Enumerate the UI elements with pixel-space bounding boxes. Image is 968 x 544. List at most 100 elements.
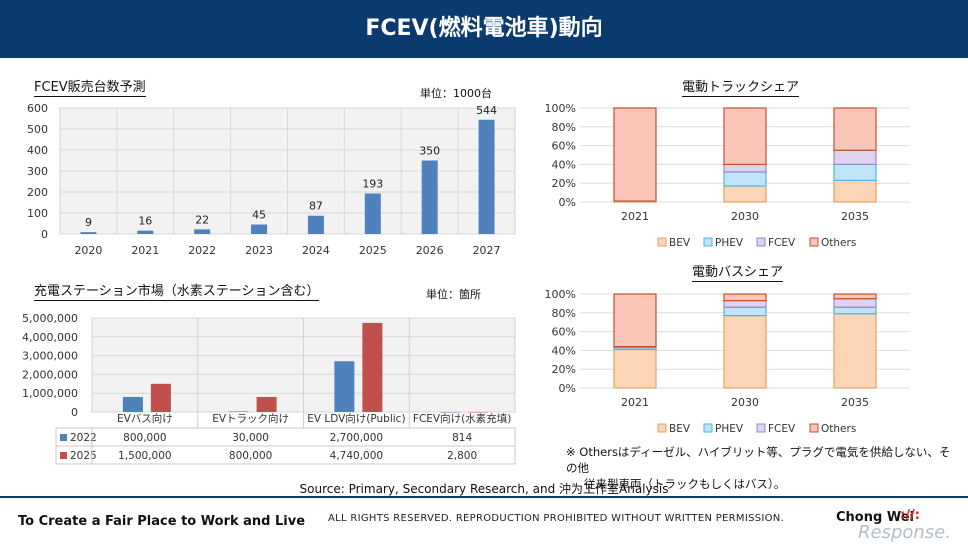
y-tick-label: 80% — [552, 121, 576, 134]
legend-swatch — [809, 423, 819, 433]
x-tick-label: 2022 — [188, 244, 216, 257]
stacked-segment — [723, 171, 767, 187]
x-tick-label: 2030 — [731, 396, 759, 409]
page-title: FCEV(燃料電池車)動向 — [365, 16, 603, 41]
x-tick-label: 2020 — [74, 244, 102, 257]
bar — [251, 224, 268, 234]
stacked-segment — [613, 107, 657, 202]
y-tick-label: 100 — [27, 207, 48, 220]
x-tick-label: 2035 — [841, 210, 869, 223]
source-note: Source: Primary, Secondary Research, and… — [299, 482, 669, 496]
x-category-label: EVバス向け — [117, 412, 173, 425]
data-label: 193 — [362, 177, 383, 190]
y-tick-label: 400 — [27, 144, 48, 157]
bar — [468, 411, 489, 413]
bar — [80, 232, 97, 234]
stacked-segment — [723, 315, 767, 389]
bus-share-chart: 0% 20% 40% 60% 80% 100% 2021 2030 2035 BEV PHEV FCE… — [545, 288, 910, 435]
x-tick-label: 2030 — [731, 210, 759, 223]
series-label: 2025 — [70, 450, 97, 462]
y-tick-label: 1,000,000 — [22, 387, 78, 400]
bar — [334, 361, 355, 412]
legend-swatch — [60, 452, 67, 459]
stacked-segment — [723, 306, 767, 317]
y-tick-label: 0% — [559, 382, 576, 395]
stacked-segment — [723, 299, 767, 308]
stacked-segment — [833, 107, 877, 151]
table-cell: 1,500,000 — [118, 450, 171, 462]
bar — [362, 322, 383, 412]
stacked-segment — [833, 149, 877, 165]
x-category-label: EVトラック向け — [212, 412, 289, 425]
bar — [421, 160, 438, 234]
y-tick-label: 2,000,000 — [22, 368, 78, 381]
data-label: 22 — [195, 213, 209, 226]
legend-label: BEV — [669, 423, 691, 435]
legend-swatch — [756, 423, 766, 433]
data-label: 9 — [85, 216, 92, 229]
truck-share-title: 電動トラックシェア — [682, 76, 800, 97]
stacked-segment — [723, 163, 767, 173]
table-cell: 800,000 — [123, 432, 166, 444]
legend-swatch — [657, 237, 667, 247]
stacked-segment — [833, 293, 877, 300]
brand-name: Chong Wei — [836, 510, 914, 525]
x-tick-label: 2035 — [841, 396, 869, 409]
y-tick-label: 20% — [552, 177, 576, 190]
bar — [256, 396, 277, 412]
stacked-segment — [723, 293, 767, 302]
legend-swatch — [703, 237, 713, 247]
y-tick-label: 4,000,000 — [22, 331, 78, 344]
bar — [137, 230, 154, 234]
footer-divider — [0, 496, 968, 498]
bus-share-title: 電動バスシェア — [692, 261, 784, 282]
bar — [478, 119, 495, 234]
y-tick-label: 100% — [545, 288, 576, 301]
stacked-segment — [723, 107, 767, 166]
y-tick-label: 3,000,000 — [22, 350, 78, 363]
stacked-segment — [613, 348, 657, 389]
y-tick-label: 0% — [559, 196, 576, 209]
bar — [307, 215, 324, 234]
legend-label: PHEV — [715, 423, 744, 435]
legend-label: FCEV — [768, 237, 796, 249]
stacked-segment — [833, 313, 877, 389]
stacked-segment — [833, 163, 877, 181]
y-tick-label: 5,000,000 — [22, 312, 78, 325]
legend-label: BEV — [669, 237, 691, 249]
table-cell: 2,800 — [447, 450, 477, 462]
y-tick-label: 300 — [27, 165, 48, 178]
y-tick-label: 0 — [41, 228, 48, 241]
y-tick-label: 60% — [552, 326, 576, 339]
sales-forecast-chart: 0 100 200 300 400 500 600 9 2020 16 2021 22 2022 45 20… — [27, 102, 516, 257]
data-label: 350 — [419, 145, 440, 158]
y-tick-label: 0 — [71, 406, 78, 419]
y-tick-label: 80% — [552, 307, 576, 320]
response-watermark: Response. — [858, 522, 951, 543]
y-tick-label: 40% — [552, 344, 576, 357]
brand-logo-mark: ://: — [900, 508, 920, 523]
sales-unit-label: 単位：1000台 — [420, 87, 492, 100]
stations-unit-label: 単位：箇所 — [426, 288, 481, 301]
stacked-segment — [833, 179, 877, 203]
table-cell: 814 — [452, 432, 472, 444]
sales-chart-title: FCEV販売台数予測 — [34, 76, 146, 97]
x-tick-label: 2027 — [473, 244, 501, 257]
data-label: 16 — [138, 215, 152, 228]
x-tick-label: 2023 — [245, 244, 273, 257]
bar — [364, 193, 381, 234]
table-cell: 2,700,000 — [330, 432, 383, 444]
x-tick-label: 2026 — [416, 244, 444, 257]
legend-label: PHEV — [715, 237, 744, 249]
y-tick-label: 20% — [552, 363, 576, 376]
charging-station-chart: 0 1,000,000 2,000,000 3,000,000 4,000,000 5,0… — [22, 312, 516, 465]
x-tick-label: 2025 — [359, 244, 387, 257]
footnote-line-1: ※ Othersはディーゼル、ハイブリット等、プラグで電気を供給しない、その他 — [566, 445, 951, 475]
table-row — [55, 445, 516, 465]
legend-swatch — [809, 237, 819, 247]
footnote-line-2: 従来型車両（トラックもしくはバス）。 — [584, 477, 786, 491]
legend-label: Others — [821, 237, 856, 249]
y-tick-label: 600 — [27, 102, 48, 115]
y-tick-label: 500 — [27, 123, 48, 136]
truck-share-chart: 0% 20% 40% 60% 80% 100% 2021 2030 2035 BEV PHEV FCE… — [545, 102, 910, 249]
